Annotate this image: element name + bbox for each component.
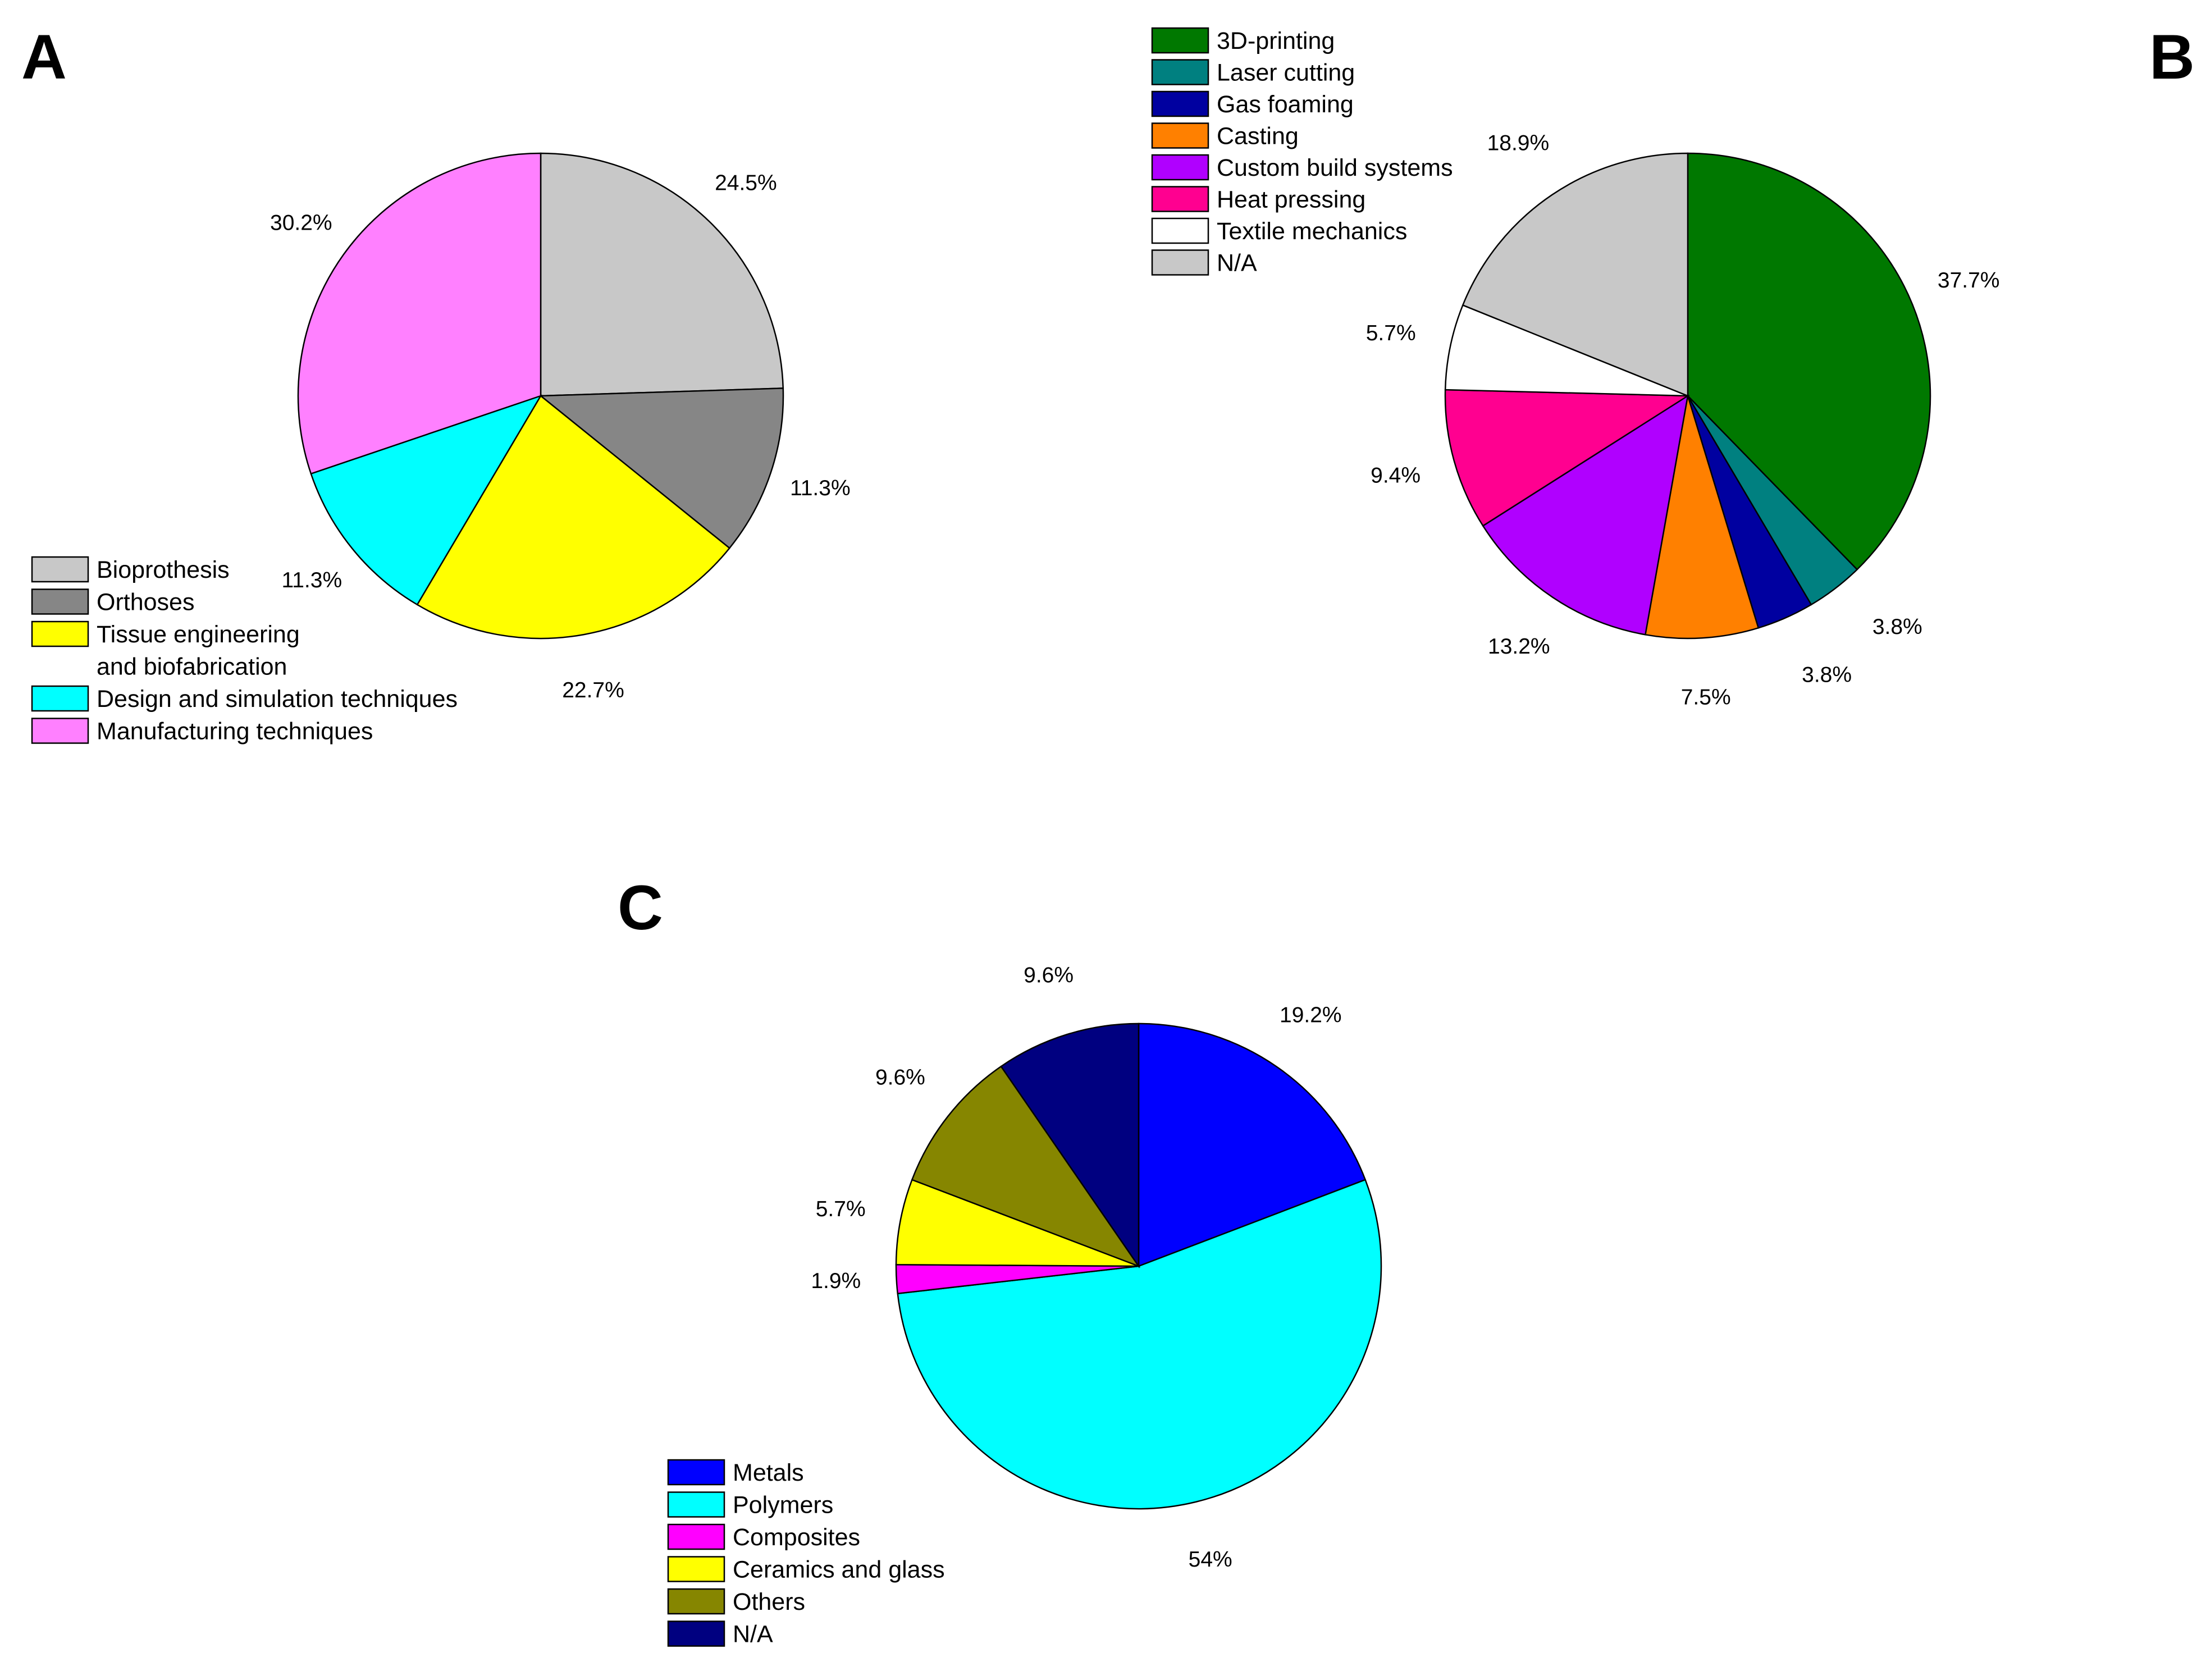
panel-a: A 24.5% 11.3% 22.7% 11.3% 30.2% Bioprothesis O… [21, 22, 851, 745]
legend-swatch [31, 556, 89, 583]
slice-percent-label: 24.5% [715, 171, 777, 195]
pie-slice [1482, 394, 1689, 636]
legend-swatch [667, 1556, 725, 1582]
slice-percent-label: 30.2% [270, 211, 332, 235]
panel-b: B 37.7% 3.8% 3.8% 7.5% 13.2% 9.4% 5.7% 18.9% 3D-… [1151, 22, 2195, 709]
legend-swatch [31, 718, 89, 744]
slice-percent-label: 13.2% [1488, 634, 1550, 659]
legend-swatch [667, 1620, 725, 1647]
legend-swatch [667, 1491, 725, 1518]
slice-percent-label: 9.6% [875, 1066, 925, 1090]
pie-slice [1461, 152, 1689, 397]
legend-label: Laser cutting [1217, 60, 1355, 86]
pie-slice [1138, 1022, 1367, 1267]
legend-label: Tissue engineering [97, 621, 300, 648]
slice-percent-label: 9.6% [1024, 964, 1074, 988]
legend-swatch [31, 620, 89, 647]
legend-label: Polymers [733, 1492, 833, 1519]
legend-label: Ceramics and glass [733, 1556, 945, 1583]
slice-percent-label: 37.7% [1938, 268, 2000, 293]
slice-percent-label: 54% [1189, 1547, 1232, 1572]
legend-swatch [667, 1588, 725, 1615]
legend-swatch [1151, 27, 1209, 54]
pie-slice [911, 1065, 1141, 1268]
legend-label: Heat pressing [1217, 186, 1365, 213]
legend: Metals Polymers Composites Ceramics and gla… [667, 1459, 945, 1648]
legend-label: Casting [1217, 123, 1299, 150]
legend-swatch [1151, 90, 1209, 117]
pie-slice [540, 152, 784, 397]
pie-slice [1444, 304, 1688, 397]
pie-slice [1644, 395, 1760, 640]
legend-swatch [1151, 154, 1209, 181]
legend-label: Bioprothesis [97, 556, 230, 583]
legend-label: N/A [1217, 250, 1257, 277]
legend-swatch [1151, 59, 1209, 85]
slice-percent-label: 19.2% [1280, 1003, 1342, 1028]
legend-label: Design and simulation techniques [97, 686, 458, 713]
panel-letter: A [21, 22, 67, 92]
slice-percent-label: 18.9% [1487, 131, 1550, 156]
legend: Bioprothesis Orthoses Tissue engineering an… [31, 556, 458, 745]
slice-percent-label: 3.8% [1802, 663, 1852, 687]
legend-label: Others [733, 1588, 805, 1615]
pie-slice [297, 152, 542, 475]
legend-label: Custom build systems [1217, 154, 1453, 181]
legend-label: N/A [733, 1621, 773, 1648]
legend-swatch [667, 1459, 725, 1486]
slice-percent-label: 11.3% [281, 568, 342, 592]
legend-swatch [1151, 122, 1209, 149]
legend-label: and biofabrication [97, 654, 287, 681]
pie-slice [416, 395, 731, 640]
legend-swatch [31, 685, 89, 712]
legend: 3D-printing Laser cutting Gas foaming Casti… [1151, 27, 1453, 277]
pie-slice [1444, 389, 1691, 527]
pie-slice [895, 1179, 1139, 1267]
slice-percent-label: 5.7% [1366, 321, 1416, 345]
pie-slice [1687, 152, 1931, 571]
pie-slice [310, 394, 542, 606]
slice-percent-label: 3.8% [1872, 615, 1922, 639]
legend-swatch [1151, 217, 1209, 244]
panel-letter: B [2149, 22, 2195, 92]
pie-slice [538, 387, 784, 549]
slice-percent-label: 7.5% [1681, 685, 1731, 709]
legend-swatch [667, 1523, 725, 1550]
legend-label: Composites [733, 1524, 860, 1551]
panel-c: C 19.2% 54% 1.9% 5.7% 9.6% 9.6% Metals Polymers… [618, 873, 1382, 1648]
legend-label: Metals [733, 1459, 804, 1486]
legend-swatch [1151, 186, 1209, 212]
legend-label: Textile mechanics [1217, 218, 1407, 245]
legend-swatch [1151, 249, 1209, 276]
legend-swatch [31, 588, 89, 615]
slice-percent-label: 9.4% [1371, 463, 1421, 487]
pie-slice [1000, 1022, 1140, 1269]
legend-label: 3D-printing [1217, 28, 1335, 54]
slice-percent-label: 1.9% [811, 1269, 861, 1293]
pie-slice [897, 1179, 1382, 1510]
legend-label: Gas foaming [1217, 91, 1354, 118]
legend-label: Manufacturing techniques [97, 718, 373, 745]
slice-percent-label: 22.7% [562, 678, 624, 702]
legend-label: Orthoses [97, 589, 194, 616]
slice-percent-label: 5.7% [816, 1197, 866, 1221]
slice-percent-label: 11.3% [790, 476, 851, 500]
panel-letter: C [618, 873, 663, 943]
